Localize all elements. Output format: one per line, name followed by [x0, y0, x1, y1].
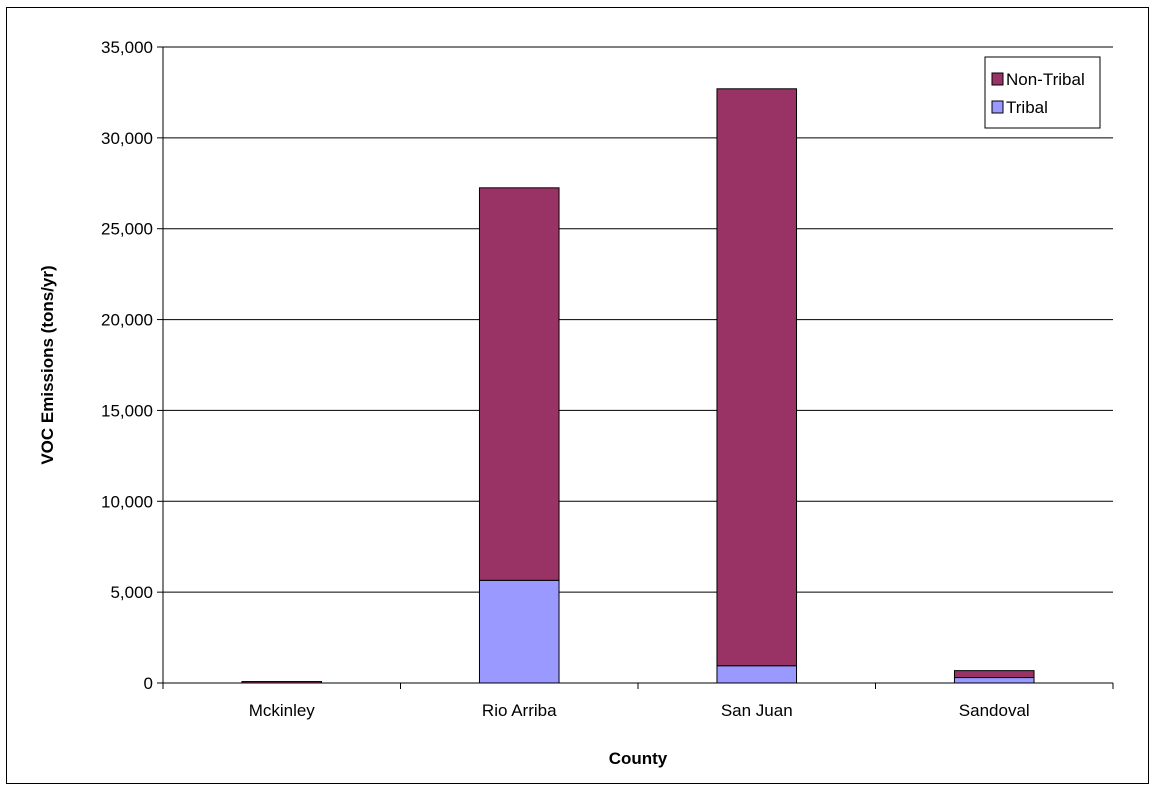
legend-swatch — [991, 72, 1004, 86]
legend-box — [984, 56, 1101, 129]
y-tick-label: 15,000 — [101, 401, 153, 420]
gridlines — [163, 46, 1113, 593]
legend-label: Non-Tribal — [1006, 70, 1085, 89]
y-tick-label: 35,000 — [101, 38, 153, 57]
legend-label: Tribal — [1006, 98, 1048, 117]
y-tick-label: 0 — [144, 674, 153, 693]
y-axis: 0 5,000 10,000 15,000 20,000 25,000 30,000 35,0… — [101, 38, 164, 693]
x-axis-title: County — [609, 749, 668, 768]
x-tick-label: Sandoval — [959, 701, 1030, 720]
x-axis: Mckinley Rio Arriba San Juan Sandoval — [162, 682, 1114, 720]
y-tick-label: 5,000 — [110, 583, 153, 602]
bar-segment-non-tribal — [478, 187, 560, 581]
x-tick-label: San Juan — [721, 701, 793, 720]
bar-segment-non-tribal — [716, 88, 798, 667]
bar-segment-non-tribal — [241, 681, 323, 684]
y-axis-title: VOC Emissions (tons/yr) — [38, 265, 57, 464]
legend-swatch — [991, 100, 1004, 114]
bar-segment-tribal — [953, 677, 1035, 684]
bar-segment-non-tribal — [953, 670, 1035, 679]
y-tick-label: 25,000 — [101, 220, 153, 239]
y-tick-label: 30,000 — [101, 129, 153, 148]
bar-segment-tribal — [478, 579, 560, 684]
y-tick-label: 20,000 — [101, 311, 153, 330]
bar-segment-tribal — [716, 665, 798, 684]
x-tick-label: Mckinley — [249, 701, 316, 720]
y-tick-label: 10,000 — [101, 492, 153, 511]
x-tick-label: Rio Arriba — [482, 701, 557, 720]
chart-frame — [6, 7, 1149, 784]
legend: Non-Tribal Tribal — [984, 56, 1101, 129]
bars — [241, 88, 1035, 684]
